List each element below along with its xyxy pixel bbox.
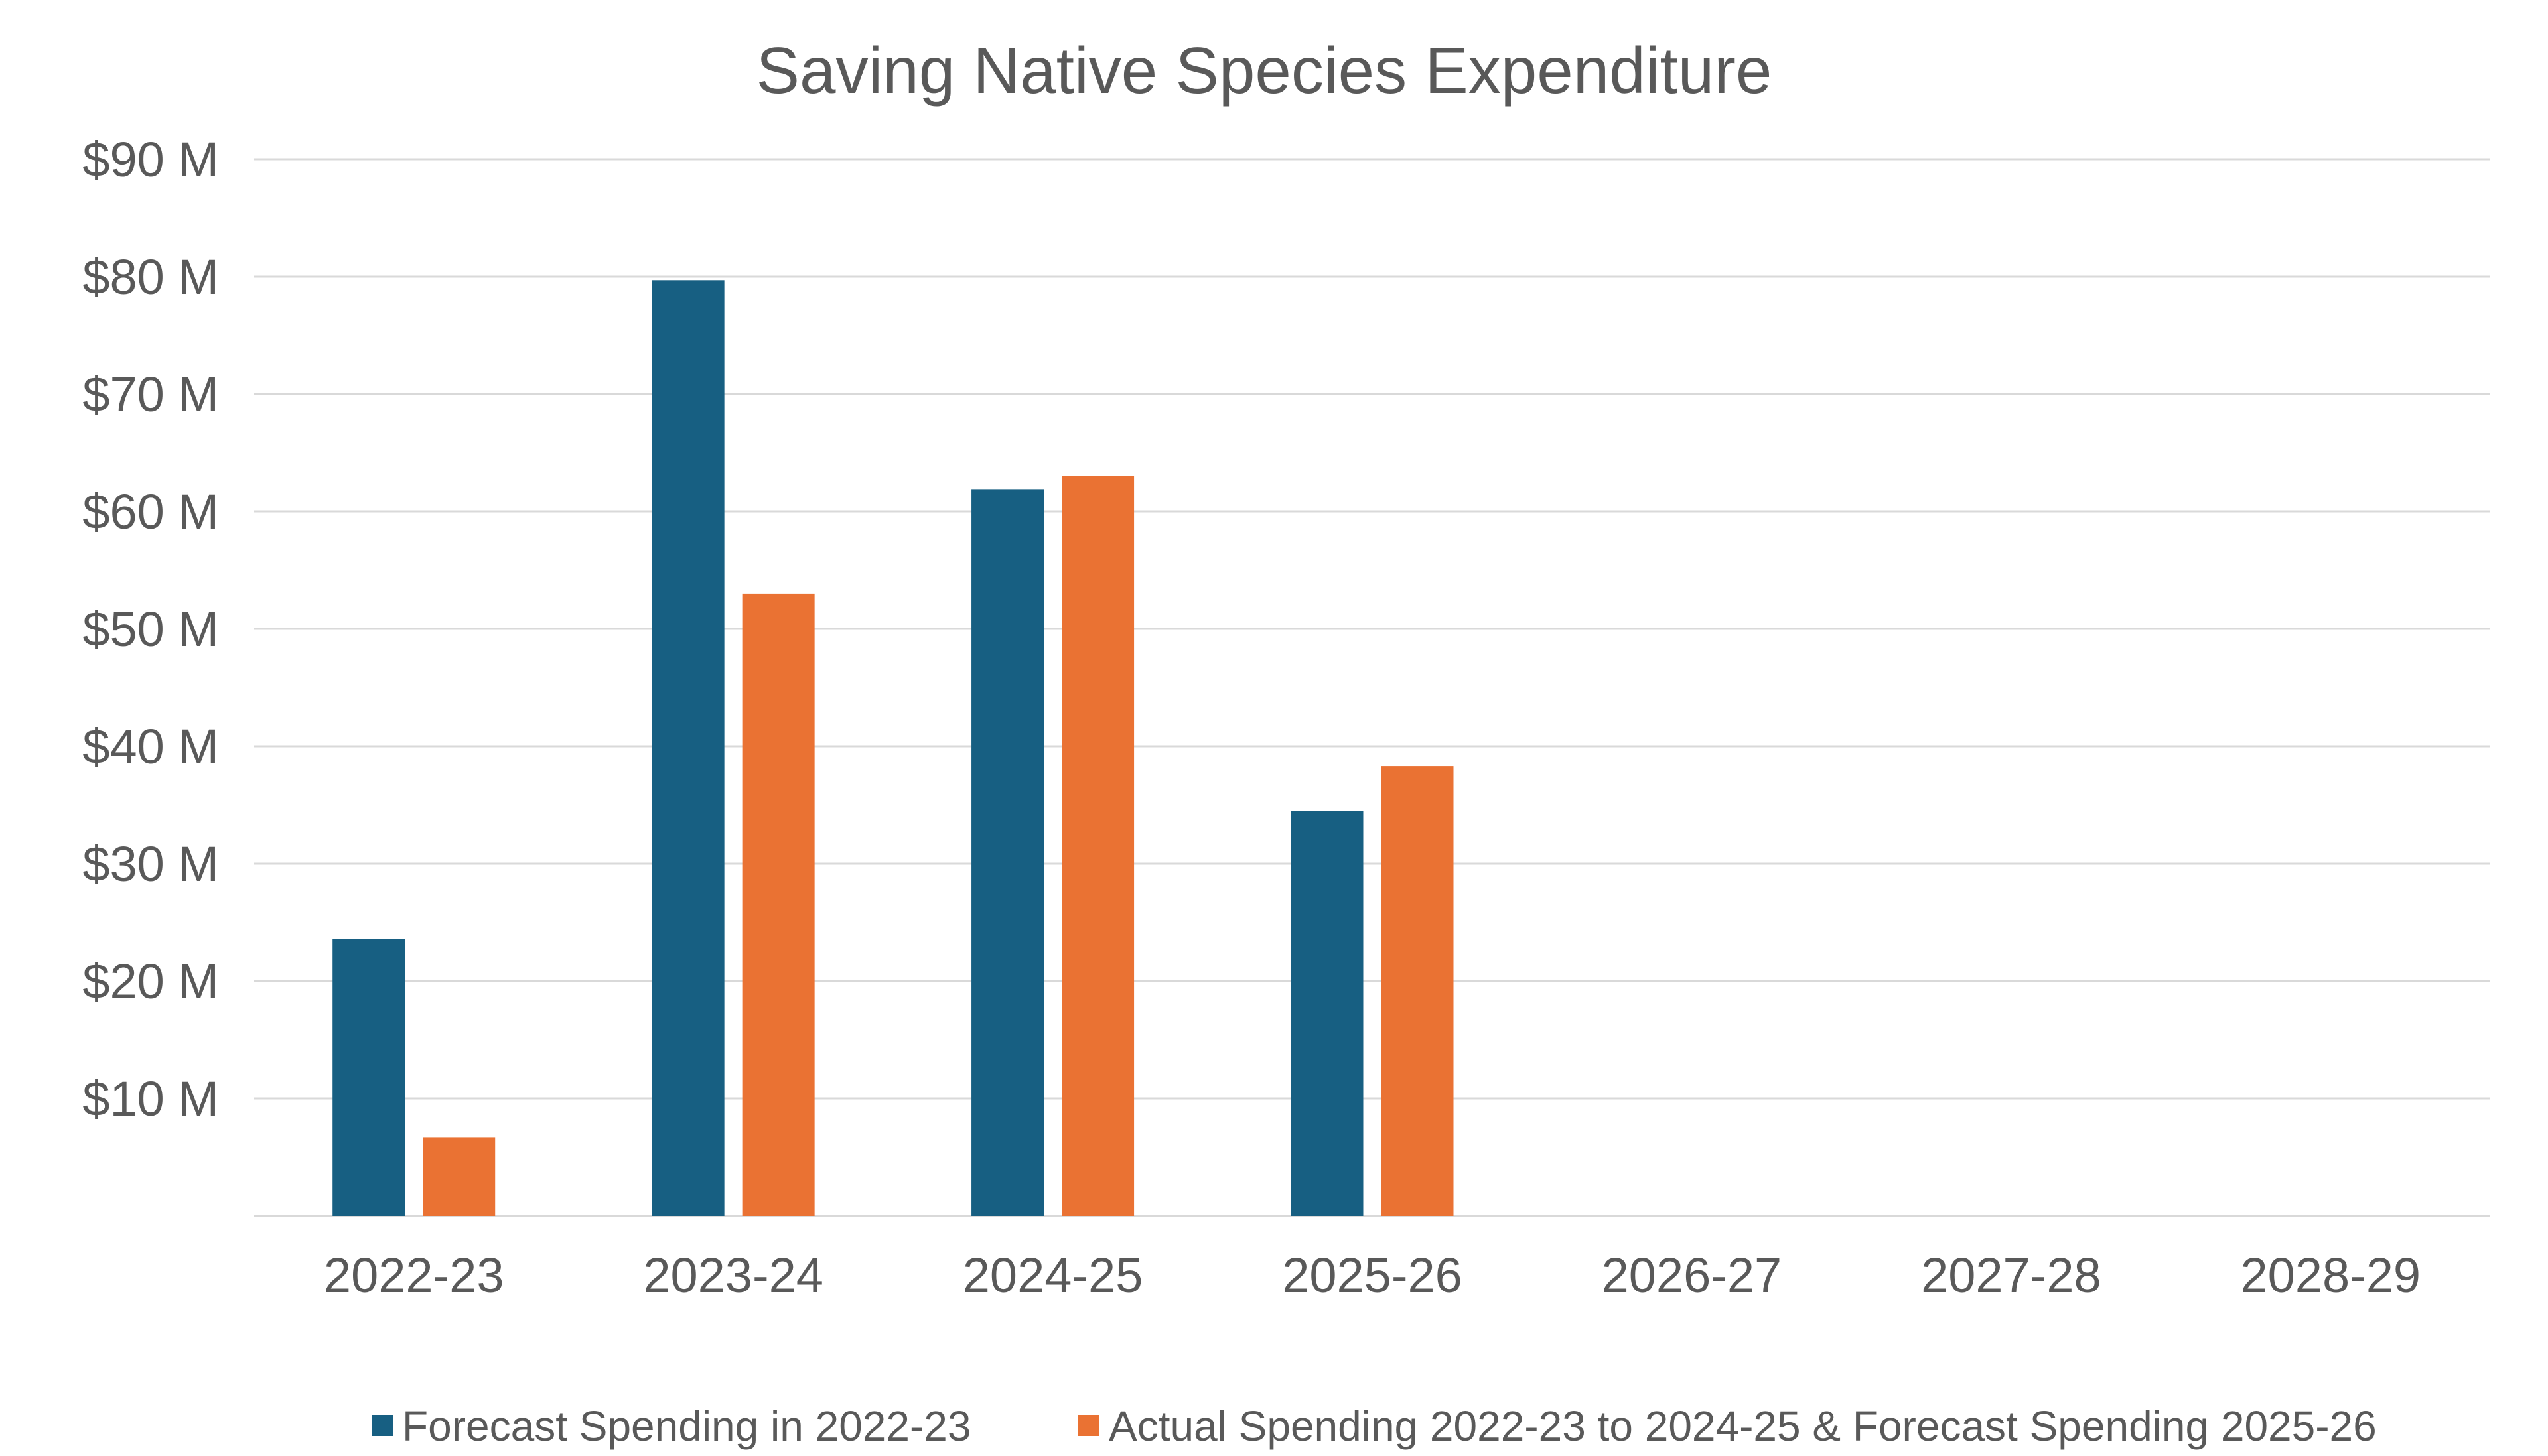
y-tick-label: $40 M bbox=[82, 719, 219, 774]
x-tick-label: 2027-28 bbox=[1921, 1248, 2101, 1303]
x-tick-label: 2024-25 bbox=[963, 1248, 1143, 1303]
bar-actual-2023-24 bbox=[742, 593, 815, 1216]
bar-forecast-2024-25 bbox=[971, 489, 1044, 1216]
bar-actual-2024-25 bbox=[1062, 476, 1135, 1216]
bar-actual-2022-23 bbox=[423, 1137, 496, 1216]
y-tick-label: $90 M bbox=[82, 132, 219, 187]
bar-forecast-2022-23 bbox=[332, 939, 405, 1216]
legend-swatch bbox=[1078, 1415, 1099, 1436]
x-tick-label: 2028-29 bbox=[2240, 1248, 2421, 1303]
y-tick-label: $50 M bbox=[82, 602, 219, 657]
x-tick-label: 2026-27 bbox=[1602, 1248, 1782, 1303]
y-tick-label: $60 M bbox=[82, 484, 219, 539]
legend-label: Actual Spending 2022-23 to 2024-25 & For… bbox=[1109, 1402, 2377, 1450]
y-tick-label: $70 M bbox=[82, 367, 219, 422]
bar-forecast-2023-24 bbox=[652, 280, 725, 1216]
bar-forecast-2025-26 bbox=[1291, 811, 1364, 1216]
legend-label: Forecast Spending in 2022-23 bbox=[402, 1402, 971, 1450]
y-tick-label: $80 M bbox=[82, 249, 219, 304]
y-tick-label: $20 M bbox=[82, 954, 219, 1009]
chart-title: Saving Native Species Expenditure bbox=[756, 34, 1772, 107]
bar-actual-2025-26 bbox=[1381, 766, 1454, 1216]
y-tick-label: $30 M bbox=[82, 836, 219, 892]
x-tick-label: 2022-23 bbox=[324, 1248, 504, 1303]
x-tick-label: 2023-24 bbox=[643, 1248, 823, 1303]
x-tick-label: 2025-26 bbox=[1282, 1248, 1462, 1303]
legend-swatch bbox=[372, 1415, 393, 1436]
y-tick-label: $10 M bbox=[82, 1071, 219, 1126]
